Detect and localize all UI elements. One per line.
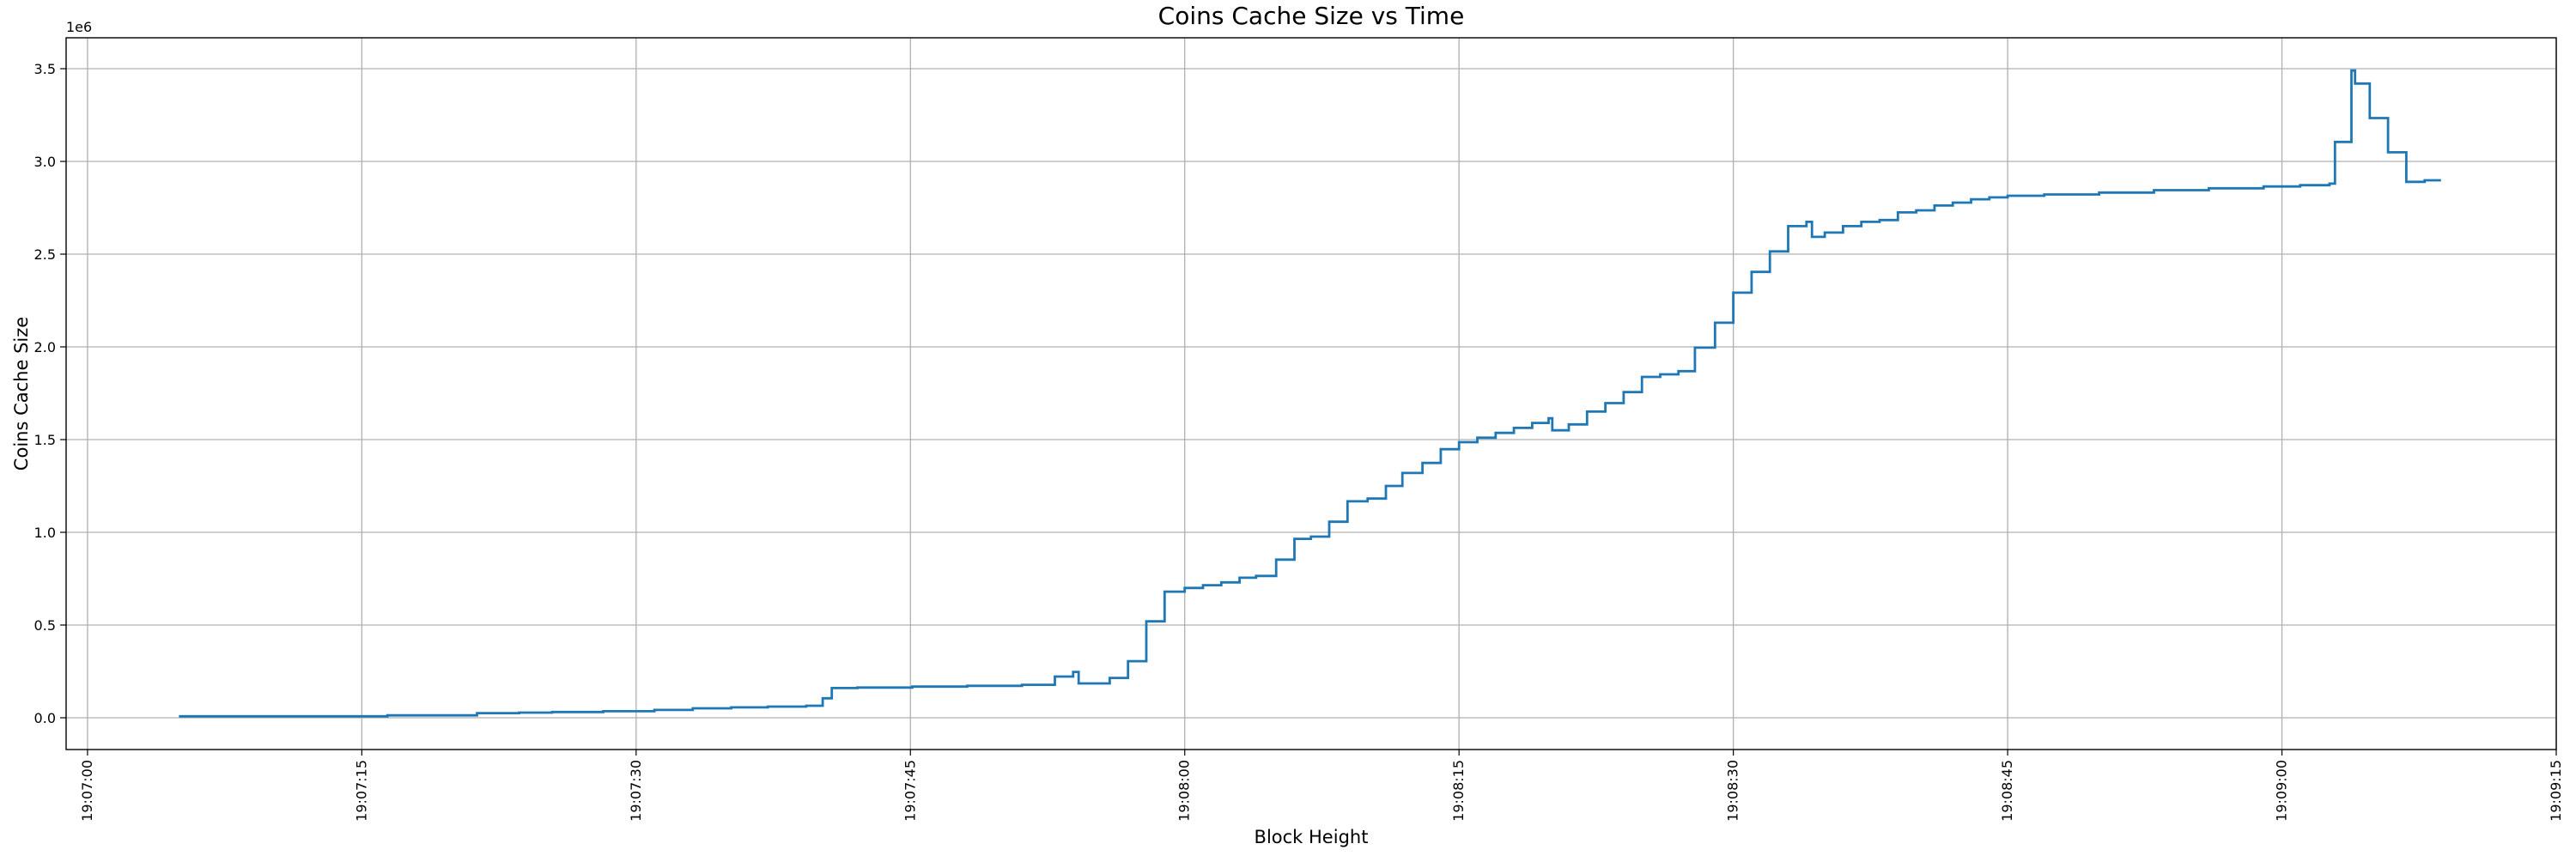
grid-lines	[66, 38, 2557, 750]
x-tick-label: 19:07:30	[628, 760, 644, 822]
y-tick-label: 0.5	[34, 617, 56, 634]
y-tick-label: 1.5	[34, 432, 56, 448]
x-tick-label: 19:09:15	[2548, 760, 2564, 822]
axis-ticks	[60, 68, 2557, 756]
x-tick-label: 19:08:00	[1176, 760, 1193, 822]
x-tick-label: 19:08:30	[1725, 760, 1741, 822]
y-axis-offset-label: 1e6	[66, 19, 92, 35]
y-tick-label: 1.0	[34, 525, 56, 541]
axis-tick-labels: 19:07:00 19:07:15 19:07:30 19:07:45 19:08:00…	[34, 61, 2564, 822]
chart-title: Coins Cache Size vs Time	[1158, 2, 1465, 30]
y-tick-label: 3.5	[34, 61, 56, 77]
data-step-line	[179, 69, 2441, 718]
x-tick-label: 19:07:45	[902, 760, 918, 822]
y-tick-label: 2.5	[34, 246, 56, 263]
y-axis-label: Coins Cache Size	[11, 317, 32, 470]
y-tick-label: 2.0	[34, 339, 56, 355]
x-axis-label: Block Height	[1255, 827, 1369, 847]
x-tick-label: 19:08:45	[1999, 760, 2015, 822]
x-tick-label: 19:07:15	[353, 760, 369, 822]
x-tick-label: 19:07:00	[79, 760, 95, 822]
y-tick-label: 0.0	[34, 710, 56, 726]
x-tick-label: 19:09:00	[2274, 760, 2290, 822]
y-tick-label: 3.0	[34, 154, 56, 170]
plot-border	[65, 37, 2557, 750]
x-tick-label: 19:08:15	[1450, 760, 1467, 822]
